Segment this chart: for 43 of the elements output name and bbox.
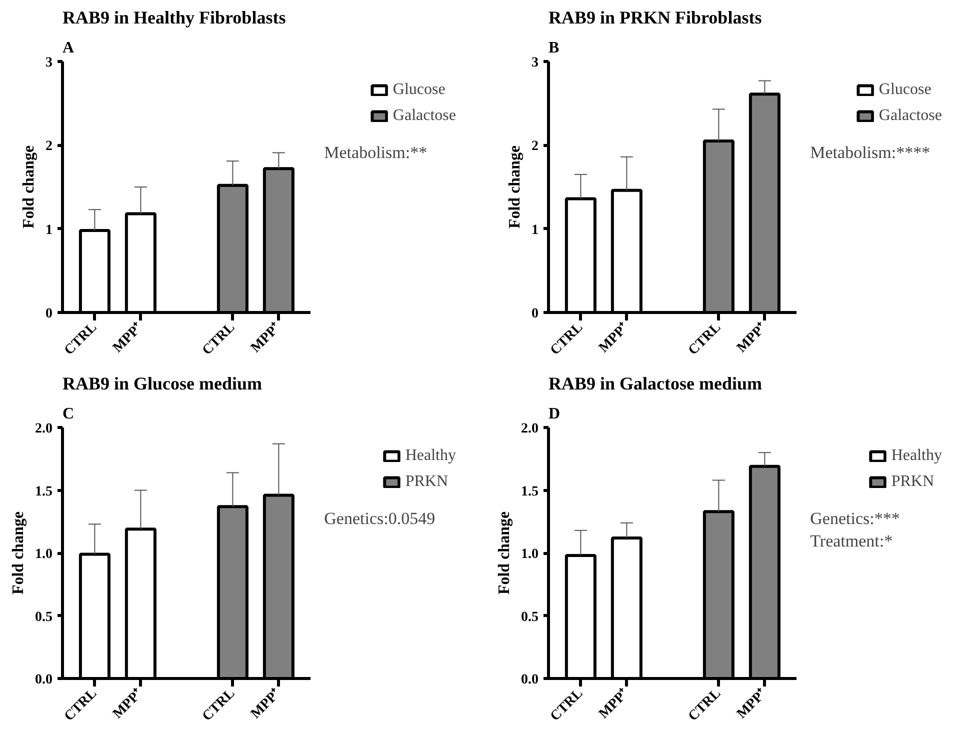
legend-label: PRKN — [405, 473, 448, 491]
legend-label: Glucose — [392, 81, 446, 99]
legend-label: Healthy — [405, 447, 456, 465]
y-tick-label: 1.5 — [35, 484, 52, 500]
y-tick-label: 3 — [532, 56, 538, 70]
y-axis-title: Fold change — [506, 145, 524, 229]
y-tick-label: 1.0 — [35, 547, 52, 562]
legend-label: Glucose — [878, 81, 932, 99]
y-tick-label: 1 — [532, 222, 538, 238]
legend-label: Healthy — [891, 447, 942, 465]
y-tick-label: 2 — [532, 139, 538, 154]
text: Genetics:0.0549 — [324, 508, 436, 528]
text: Genetics:*** — [810, 508, 900, 528]
y-tick-label: 0 — [46, 306, 52, 322]
y-axis-title: Fold change — [10, 511, 27, 595]
y-tick-label: 1.0 — [521, 547, 538, 562]
text: Metabolism:**** — [810, 142, 930, 162]
y-tick-label: 1.5 — [521, 484, 538, 500]
y-tick-label: 0.0 — [521, 672, 538, 688]
y-tick-label: 0.0 — [35, 672, 52, 688]
chart-title: RAB9 in Glucose medium — [62, 374, 262, 394]
chart-title: RAB9 in Galactose medium — [548, 374, 762, 394]
y-axis-title: Fold change — [496, 511, 513, 595]
text: D — [548, 406, 560, 422]
y-tick-label: 0 — [532, 306, 538, 322]
y-tick-label: 2 — [46, 139, 52, 154]
text: B — [548, 40, 560, 56]
y-tick-label: 0.5 — [521, 610, 538, 625]
y-tick-label: 2.0 — [521, 422, 538, 436]
y-tick-label: 2.0 — [35, 422, 52, 436]
text: C — [62, 406, 74, 422]
text: A — [62, 40, 74, 56]
y-tick-label: 0.5 — [35, 610, 52, 625]
text: Metabolism:** — [324, 142, 428, 162]
legend-label: Galactose — [392, 107, 456, 125]
chart-title: RAB9 in PRKN Fibroblasts — [548, 8, 762, 28]
legend-label: PRKN — [891, 473, 934, 491]
y-tick-label: 1 — [46, 222, 52, 238]
text: Treatment:* — [810, 531, 893, 550]
y-tick-label: 3 — [46, 56, 52, 70]
y-axis-title: Fold change — [20, 145, 38, 229]
chart-title: RAB9 in Healthy Fibroblasts — [62, 8, 286, 28]
legend-label: Galactose — [878, 107, 942, 125]
